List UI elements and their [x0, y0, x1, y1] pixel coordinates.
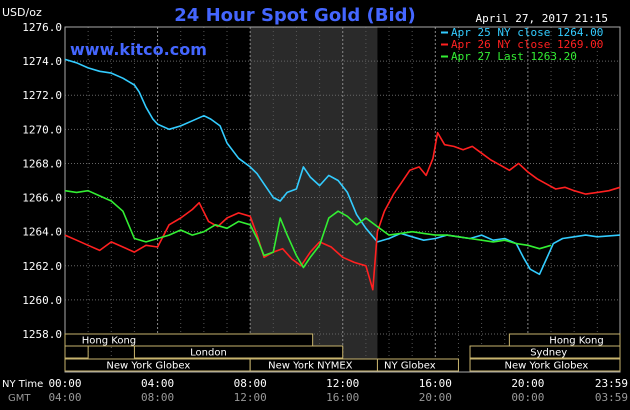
y-tick-label: 1276.0 [22, 21, 62, 34]
timestamp: April 27, 2017 21:15 [476, 12, 608, 25]
x-tick-label-gmt: 04:00 [48, 391, 81, 404]
y-tick-label: 1272.0 [22, 89, 62, 102]
session-bar [64, 345, 89, 359]
session-label: London [190, 348, 227, 359]
x-tick-label-gmt: 12:00 [234, 391, 267, 404]
series-line-1 [64, 58, 621, 276]
x-tick-label-ny: 23:59 [595, 377, 628, 390]
x-tick-label-ny: 12:00 [326, 377, 359, 390]
nymex-shaded-region [250, 27, 378, 372]
session-label: New York NYMEX [268, 361, 353, 372]
plot-frame [64, 26, 621, 373]
y-tick-label: 1274.0 [22, 55, 62, 68]
session-bar [376, 358, 459, 372]
series-layer [64, 58, 621, 291]
trading-shade-layer [250, 27, 378, 372]
chart-title: 24 Hour Spot Gold (Bid) [174, 5, 415, 26]
x-tick-label-gmt: 20:00 [419, 391, 452, 404]
series-line-3 [64, 189, 552, 269]
unit-label: USD/oz [2, 6, 42, 19]
watermark-text: www.kitco.com [70, 40, 207, 59]
y-tick-label: 1260.0 [22, 294, 62, 307]
x-tick-label-ny: 16:00 [419, 377, 452, 390]
y-tick-label: 1258.0 [22, 328, 62, 341]
session-bar [469, 358, 621, 372]
x-tick-label-gmt: 00:00 [511, 391, 544, 404]
y-tick-label: 1268.0 [22, 157, 62, 170]
y-tick-label: 1264.0 [22, 226, 62, 239]
session-label: Hong Kong [549, 336, 603, 347]
axis-layer: 1276.0 1274.0 1272.0 1270.0 1268.0 1266.0 1264… [22, 21, 628, 404]
series-line-2 [64, 131, 621, 291]
session-label: New York Globex [106, 361, 190, 372]
x-tick-label-ny: 08:00 [234, 377, 267, 390]
x-tick-label-ny: 04:00 [141, 377, 174, 390]
x-tick-label-ny: 00:00 [48, 377, 81, 390]
x-tick-label-gmt: 16:00 [326, 391, 359, 404]
y-tick-label: 1266.0 [22, 192, 62, 205]
session-label: Sydney [530, 348, 567, 359]
session-label: Hong Kong [82, 336, 136, 347]
session-label: New York Globex [504, 361, 588, 372]
x-tick-label-ny: 20:00 [511, 377, 544, 390]
legend-entry-1: Apr 25 NY close 1264.00 [451, 26, 603, 39]
legend-entry-2: Apr 26 NY close 1269.00 [451, 38, 603, 51]
y-tick-label: 1270.0 [22, 123, 62, 136]
x-tick-label-gmt: 03:59 [595, 391, 628, 404]
ny-time-label: NY Time [2, 379, 43, 390]
y-tick-label: 1262.0 [22, 260, 62, 273]
session-bar [133, 345, 344, 359]
session-label: NY Globex [384, 361, 436, 372]
x-tick-label-gmt: 08:00 [141, 391, 174, 404]
gmt-label: GMT [8, 393, 31, 404]
legend-entry-3: Apr 27 Last 1263.20 [451, 50, 577, 63]
session-bar [469, 345, 621, 359]
